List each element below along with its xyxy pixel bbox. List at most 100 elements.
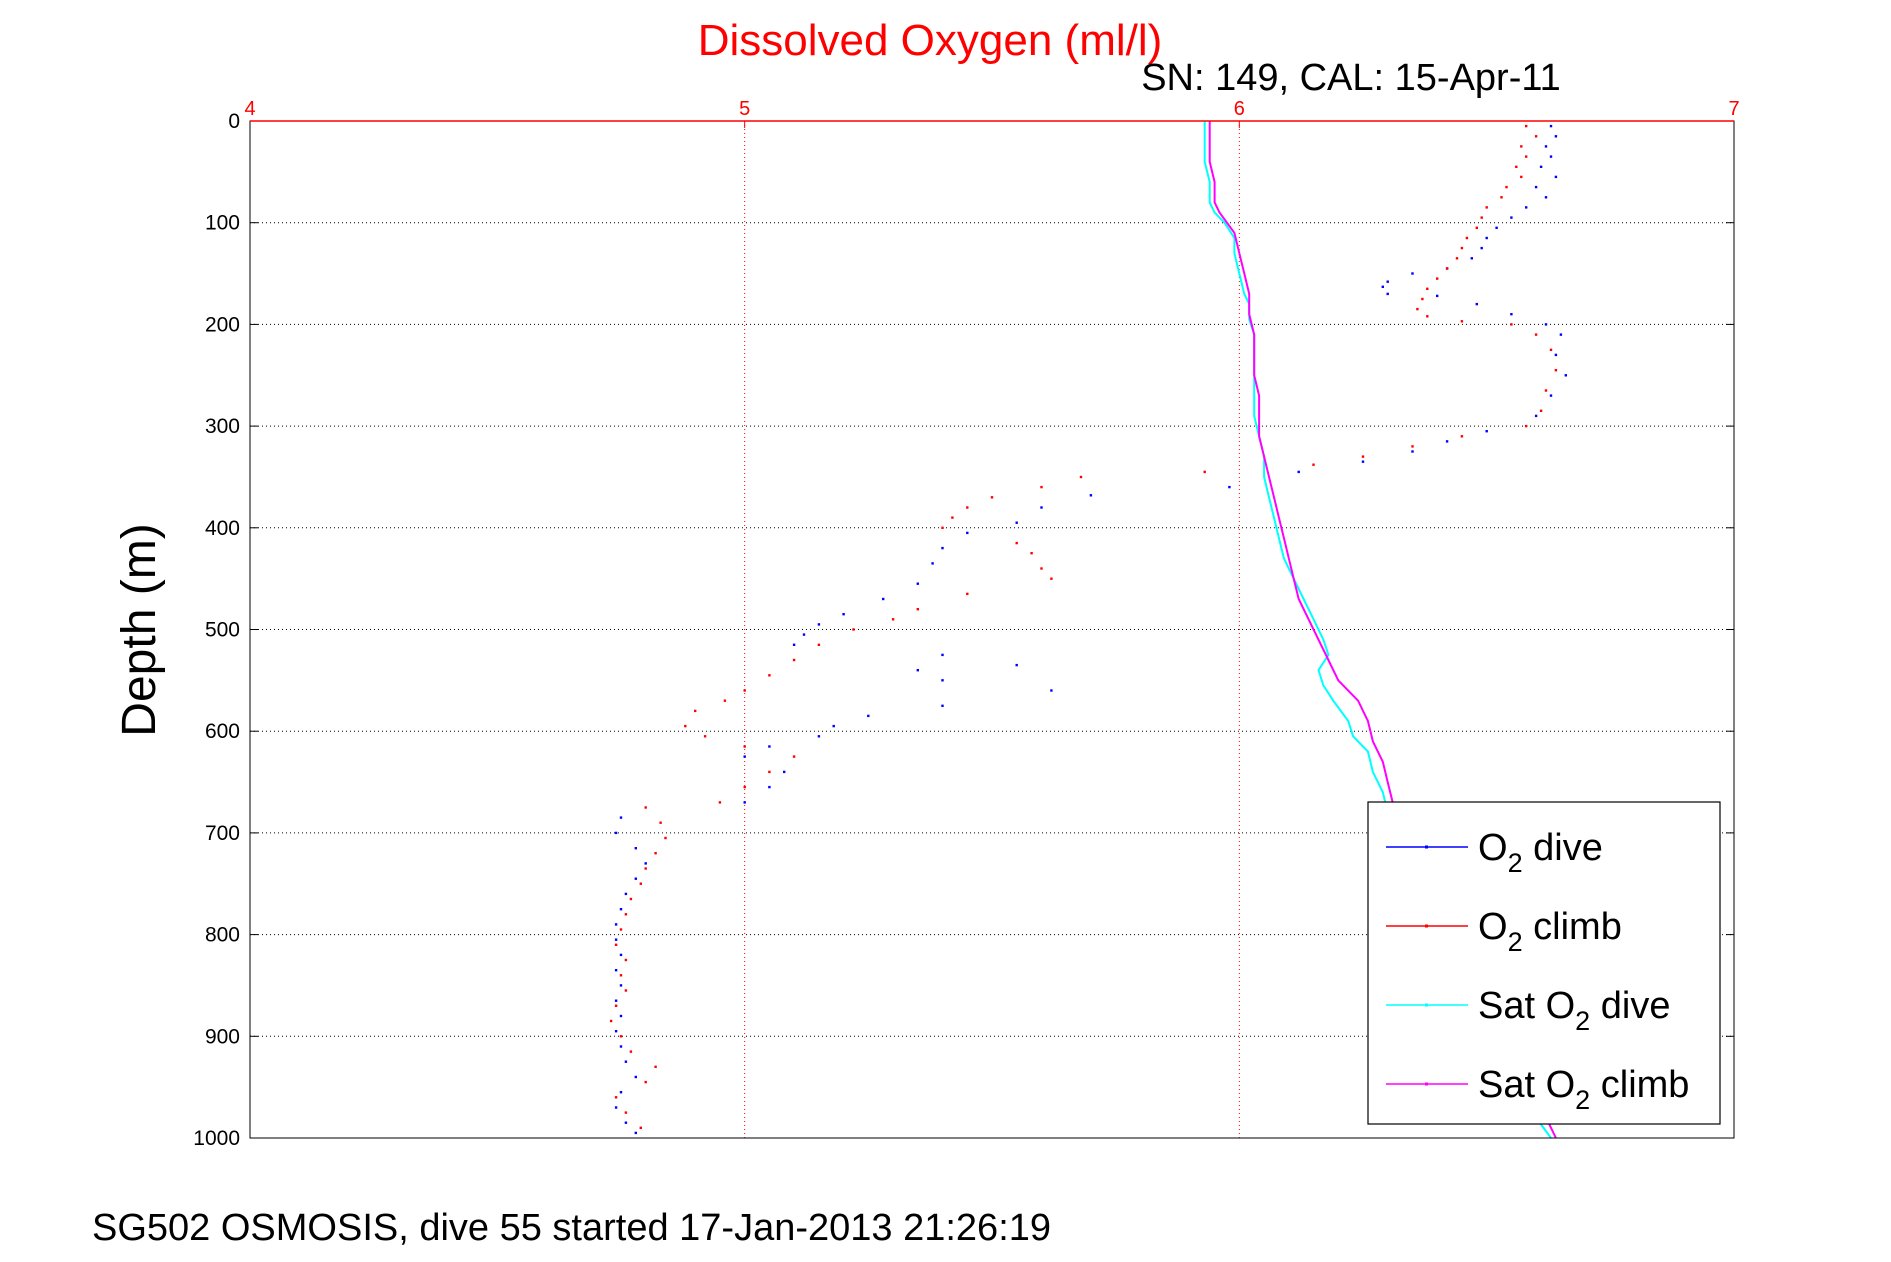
- data-point: [614, 831, 618, 835]
- data-point: [1554, 353, 1558, 357]
- data-point: [1534, 414, 1538, 418]
- data-point: [1040, 567, 1043, 570]
- data-point: [1386, 280, 1389, 283]
- data-point: [941, 679, 944, 682]
- data-point: [619, 928, 623, 931]
- data-point: [882, 597, 885, 601]
- data-point: [1564, 374, 1567, 377]
- data-point: [1421, 297, 1424, 301]
- data-point: [1544, 196, 1548, 199]
- data-point: [743, 745, 746, 748]
- x-tick-label: 5: [739, 98, 750, 120]
- data-point: [614, 999, 618, 1002]
- data-point: [1040, 506, 1043, 509]
- data-point: [619, 974, 623, 977]
- data-point: [614, 1030, 618, 1033]
- data-point: [723, 699, 727, 702]
- legend: O2 dive O2 climb Sat O2 dive Sat O2 climb: [1367, 801, 1721, 1125]
- data-point: [634, 847, 637, 850]
- data-point: [644, 1080, 647, 1084]
- legend-label: Sat O2 climb: [1478, 1064, 1689, 1115]
- data-point: [1411, 272, 1414, 275]
- data-point: [1554, 135, 1558, 138]
- legend-entry: Sat O2 dive: [1386, 985, 1670, 1036]
- data-point: [624, 989, 628, 992]
- legend-marker: [1425, 1082, 1428, 1086]
- data-point: [644, 862, 647, 865]
- data-point: [609, 1019, 613, 1023]
- data-point: [1312, 463, 1315, 466]
- data-point: [659, 821, 662, 824]
- data-point: [1544, 145, 1548, 148]
- data-point: [1549, 155, 1553, 158]
- data-point: [916, 669, 919, 672]
- y-tick-label: 300: [205, 415, 240, 438]
- data-point: [614, 1096, 618, 1099]
- data-point: [624, 1121, 628, 1124]
- data-point: [718, 801, 722, 804]
- data-point: [941, 653, 944, 657]
- data-point: [619, 1014, 623, 1018]
- data-point: [1015, 521, 1018, 524]
- data-point: [1426, 287, 1429, 290]
- data-point: [1386, 292, 1389, 296]
- legend-marker: [1425, 1003, 1428, 1007]
- y-tick-label: 900: [205, 1025, 240, 1048]
- data-point: [619, 908, 623, 911]
- data-point: [624, 1060, 628, 1063]
- data-point: [1445, 440, 1449, 443]
- data-point: [614, 1106, 618, 1109]
- data-point: [1361, 460, 1365, 463]
- data-point: [817, 643, 821, 646]
- data-point: [619, 1091, 623, 1094]
- data-point: [931, 562, 934, 565]
- data-point: [1480, 246, 1483, 250]
- y-tick-label: 400: [205, 517, 240, 540]
- data-point: [990, 496, 994, 499]
- legend-marker: [1425, 924, 1428, 928]
- data-point: [1534, 135, 1538, 138]
- data-point: [1510, 216, 1513, 219]
- data-point: [1554, 369, 1558, 372]
- data-point: [639, 1126, 642, 1129]
- data-point: [1411, 450, 1414, 453]
- data-point: [792, 755, 796, 758]
- data-point: [1525, 424, 1528, 428]
- data-point: [654, 852, 657, 855]
- data-point: [1297, 470, 1300, 474]
- data-point: [1534, 333, 1538, 336]
- data-point: [1411, 445, 1414, 448]
- legend-entry: O2 climb: [1386, 906, 1622, 957]
- data-point: [951, 516, 954, 519]
- chart-title: Dissolved Oxygen (ml/l): [698, 16, 1163, 65]
- data-point: [1381, 285, 1384, 288]
- legend-marker: [1425, 845, 1428, 849]
- data-point: [768, 785, 771, 789]
- data-point: [783, 770, 786, 774]
- data-point: [1495, 226, 1498, 229]
- data-point: [1475, 302, 1478, 306]
- data-point: [1361, 455, 1365, 458]
- data-point: [941, 546, 944, 550]
- data-point: [624, 892, 628, 896]
- data-point: [842, 613, 845, 616]
- data-point: [966, 506, 969, 509]
- data-point: [624, 958, 628, 962]
- data-point: [614, 923, 618, 926]
- data-point: [768, 674, 771, 677]
- data-point: [1515, 165, 1518, 168]
- data-point: [1559, 333, 1563, 336]
- data-point: [832, 724, 835, 728]
- data-point: [1549, 348, 1553, 351]
- legend-entry: O2 dive: [1386, 827, 1603, 878]
- legend-label: O2 dive: [1478, 827, 1603, 878]
- data-point: [614, 943, 618, 946]
- data-point: [1228, 485, 1231, 489]
- data-point: [1015, 541, 1018, 545]
- legend-box: [1367, 801, 1721, 1125]
- data-point: [1554, 175, 1558, 179]
- data-point: [1534, 185, 1538, 189]
- data-point: [619, 953, 623, 957]
- y-tick-label: 200: [205, 313, 240, 336]
